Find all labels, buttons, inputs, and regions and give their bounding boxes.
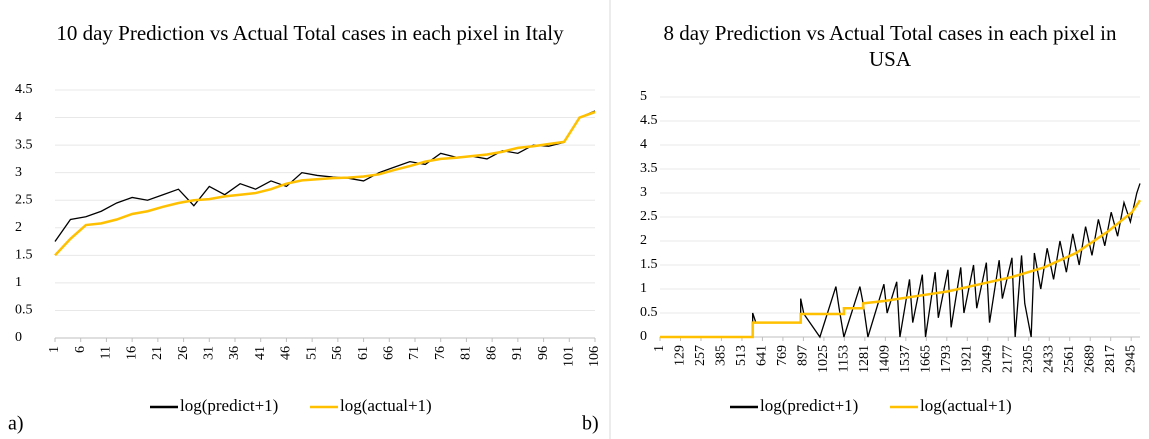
- y-tick-label: 5: [640, 89, 647, 104]
- x-tick-label: 1: [652, 345, 667, 352]
- legend-label: log(predict+1): [180, 396, 278, 415]
- x-tick-label: 81: [459, 346, 474, 360]
- y-tick-label: 1: [640, 281, 647, 296]
- y-tick-label: 1.5: [15, 248, 33, 263]
- panel-label: b): [582, 413, 599, 435]
- x-tick-label: 2817: [1103, 345, 1118, 373]
- y-tick-label: 1: [15, 275, 22, 290]
- x-tick-label: 1537: [898, 345, 913, 373]
- y-tick-label: 0.5: [15, 303, 33, 318]
- x-tick-label: 91: [510, 346, 525, 360]
- x-tick-label: 61: [356, 346, 371, 360]
- chart-title: 8 day Prediction vs Actual Total cases i…: [663, 21, 1117, 71]
- series-line: [660, 183, 1141, 339]
- x-tick-label: 129: [673, 345, 688, 366]
- series-line: [54, 110, 596, 242]
- x-tick-label: 46: [279, 346, 294, 360]
- x-tick-label: 1921: [960, 345, 975, 373]
- x-tick-label: 1025: [816, 345, 831, 373]
- y-tick-label: 3: [640, 185, 647, 200]
- chart-title: 10 day Prediction vs Actual Total cases …: [56, 21, 564, 45]
- x-tick-label: 1665: [919, 345, 934, 373]
- x-tick-label: 1793: [939, 345, 954, 373]
- x-tick-label: 513: [734, 345, 749, 366]
- x-tick-label: 897: [796, 345, 811, 366]
- x-tick-label: 66: [382, 346, 397, 360]
- x-tick-label: 51: [304, 346, 319, 360]
- x-tick-label: 641: [755, 345, 770, 366]
- y-tick-label: 4.5: [15, 82, 33, 97]
- legend-label: log(predict+1): [760, 396, 858, 415]
- x-tick-label: 2561: [1062, 345, 1077, 373]
- x-tick-label: 1153: [837, 345, 852, 372]
- x-tick-label: 2305: [1021, 345, 1036, 373]
- x-tick-label: 101: [562, 346, 577, 367]
- y-tick-label: 0: [640, 329, 647, 344]
- panel-label: a): [8, 413, 24, 435]
- x-tick-label: 2689: [1082, 345, 1097, 373]
- x-tick-label: 36: [227, 346, 242, 360]
- x-tick-label: 96: [536, 346, 551, 360]
- x-tick-label: 769: [775, 345, 790, 366]
- x-tick-label: 385: [714, 345, 729, 366]
- x-tick-label: 257: [693, 345, 708, 366]
- y-tick-label: 3: [15, 165, 22, 180]
- y-tick-label: 4: [640, 137, 647, 152]
- x-tick-label: 106: [587, 346, 602, 367]
- y-tick-label: 4: [15, 110, 22, 125]
- y-tick-label: 4.5: [640, 113, 658, 128]
- x-tick-label: 26: [176, 346, 191, 360]
- y-tick-label: 0.5: [640, 305, 658, 320]
- x-tick-label: 31: [202, 346, 217, 360]
- x-tick-label: 2945: [1123, 345, 1138, 373]
- x-tick-label: 21: [150, 346, 165, 360]
- y-tick-label: 2: [15, 220, 22, 235]
- y-tick-label: 0: [15, 330, 22, 345]
- x-tick-label: 1: [47, 346, 62, 353]
- series-line: [54, 110, 596, 257]
- y-tick-label: 2: [640, 233, 647, 248]
- y-tick-label: 3.5: [15, 137, 33, 152]
- x-tick-label: 2049: [980, 345, 995, 373]
- series-line: [660, 199, 1142, 339]
- x-tick-label: 86: [484, 346, 499, 360]
- y-tick-label: 2.5: [15, 192, 33, 207]
- x-tick-label: 56: [330, 346, 345, 360]
- x-tick-label: 2433: [1041, 345, 1056, 373]
- x-tick-label: 76: [433, 346, 448, 360]
- legend-label: log(actual+1): [340, 396, 432, 415]
- y-tick-label: 1.5: [640, 257, 658, 272]
- x-tick-label: 1409: [878, 345, 893, 373]
- x-tick-label: 16: [124, 346, 139, 360]
- legend-label: log(actual+1): [920, 396, 1012, 415]
- x-tick-label: 41: [253, 346, 268, 360]
- x-tick-label: 2177: [1000, 345, 1015, 373]
- y-tick-label: 2.5: [640, 209, 658, 224]
- y-tick-label: 3.5: [640, 161, 658, 176]
- x-tick-label: 71: [407, 346, 422, 360]
- x-tick-label: 1281: [857, 345, 872, 373]
- x-tick-label: 11: [99, 346, 114, 359]
- x-tick-label: 6: [73, 346, 88, 353]
